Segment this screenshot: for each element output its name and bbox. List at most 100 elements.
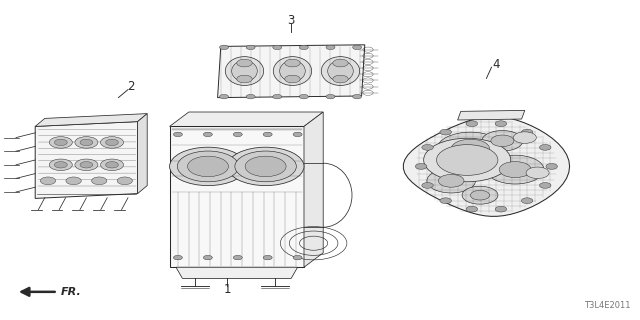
Circle shape bbox=[491, 135, 514, 147]
Circle shape bbox=[246, 45, 255, 50]
Circle shape bbox=[173, 255, 182, 260]
Circle shape bbox=[66, 177, 81, 185]
Circle shape bbox=[106, 139, 118, 146]
Circle shape bbox=[326, 45, 335, 50]
Ellipse shape bbox=[321, 57, 360, 85]
Circle shape bbox=[227, 147, 304, 186]
Circle shape bbox=[246, 94, 255, 99]
Circle shape bbox=[100, 137, 124, 148]
Circle shape bbox=[100, 159, 124, 171]
Circle shape bbox=[438, 174, 464, 187]
Circle shape bbox=[273, 45, 282, 50]
Circle shape bbox=[92, 177, 107, 185]
Circle shape bbox=[300, 45, 308, 50]
Circle shape bbox=[177, 151, 239, 182]
Polygon shape bbox=[176, 267, 298, 278]
Circle shape bbox=[273, 94, 282, 99]
Circle shape bbox=[436, 145, 498, 175]
Circle shape bbox=[220, 45, 228, 50]
Circle shape bbox=[540, 182, 551, 188]
Text: 3: 3 bbox=[287, 14, 295, 27]
Circle shape bbox=[482, 131, 523, 151]
Circle shape bbox=[188, 156, 228, 177]
Circle shape bbox=[117, 177, 132, 185]
Polygon shape bbox=[218, 45, 365, 98]
Text: T3L4E2011: T3L4E2011 bbox=[584, 301, 630, 310]
Circle shape bbox=[80, 139, 93, 146]
Circle shape bbox=[333, 75, 348, 83]
Circle shape bbox=[422, 182, 433, 188]
Circle shape bbox=[440, 129, 451, 135]
Circle shape bbox=[470, 190, 490, 200]
Circle shape bbox=[285, 75, 300, 83]
Ellipse shape bbox=[225, 57, 264, 85]
Circle shape bbox=[234, 255, 243, 260]
Circle shape bbox=[427, 169, 476, 193]
Ellipse shape bbox=[280, 60, 305, 81]
Circle shape bbox=[245, 156, 286, 177]
Polygon shape bbox=[304, 112, 323, 267]
Polygon shape bbox=[170, 112, 323, 126]
Circle shape bbox=[486, 155, 544, 184]
Circle shape bbox=[462, 186, 498, 204]
Circle shape bbox=[424, 138, 511, 182]
Circle shape bbox=[204, 255, 212, 260]
Circle shape bbox=[237, 75, 252, 83]
Circle shape bbox=[522, 129, 533, 135]
Circle shape bbox=[522, 198, 533, 204]
Polygon shape bbox=[35, 122, 138, 198]
Circle shape bbox=[495, 206, 507, 212]
Circle shape bbox=[75, 137, 98, 148]
Circle shape bbox=[546, 164, 557, 169]
Text: 2: 2 bbox=[127, 80, 135, 93]
Circle shape bbox=[263, 255, 272, 260]
Circle shape bbox=[466, 206, 477, 212]
Circle shape bbox=[235, 151, 296, 182]
Polygon shape bbox=[403, 116, 570, 216]
Circle shape bbox=[54, 139, 67, 146]
Circle shape bbox=[526, 167, 549, 179]
Circle shape bbox=[422, 145, 433, 150]
Text: 4: 4 bbox=[492, 58, 500, 70]
Circle shape bbox=[285, 59, 300, 67]
Circle shape bbox=[415, 164, 427, 169]
Circle shape bbox=[49, 137, 72, 148]
Circle shape bbox=[540, 145, 551, 150]
Circle shape bbox=[173, 132, 182, 137]
Circle shape bbox=[106, 162, 118, 168]
Circle shape bbox=[220, 94, 228, 99]
Circle shape bbox=[293, 132, 302, 137]
Circle shape bbox=[234, 132, 243, 137]
Polygon shape bbox=[170, 126, 304, 267]
Polygon shape bbox=[458, 110, 525, 120]
Ellipse shape bbox=[273, 57, 312, 85]
Text: FR.: FR. bbox=[61, 287, 81, 297]
Circle shape bbox=[80, 162, 93, 168]
Circle shape bbox=[204, 132, 212, 137]
Ellipse shape bbox=[328, 60, 353, 81]
Circle shape bbox=[353, 94, 362, 99]
Circle shape bbox=[353, 45, 362, 50]
Circle shape bbox=[499, 162, 531, 178]
Circle shape bbox=[293, 255, 302, 260]
Circle shape bbox=[326, 94, 335, 99]
Polygon shape bbox=[35, 114, 147, 126]
Circle shape bbox=[300, 94, 308, 99]
Circle shape bbox=[263, 132, 272, 137]
Text: 1: 1 bbox=[223, 283, 231, 296]
Circle shape bbox=[451, 139, 490, 158]
Circle shape bbox=[40, 177, 56, 185]
Circle shape bbox=[170, 147, 246, 186]
Circle shape bbox=[49, 159, 72, 171]
Circle shape bbox=[466, 121, 477, 126]
Circle shape bbox=[75, 159, 98, 171]
Circle shape bbox=[513, 132, 536, 143]
Circle shape bbox=[54, 162, 67, 168]
Polygon shape bbox=[138, 114, 147, 194]
Circle shape bbox=[495, 121, 507, 126]
Ellipse shape bbox=[232, 60, 257, 81]
Circle shape bbox=[237, 59, 252, 67]
Circle shape bbox=[440, 198, 451, 204]
Circle shape bbox=[437, 132, 504, 165]
Circle shape bbox=[333, 59, 348, 67]
